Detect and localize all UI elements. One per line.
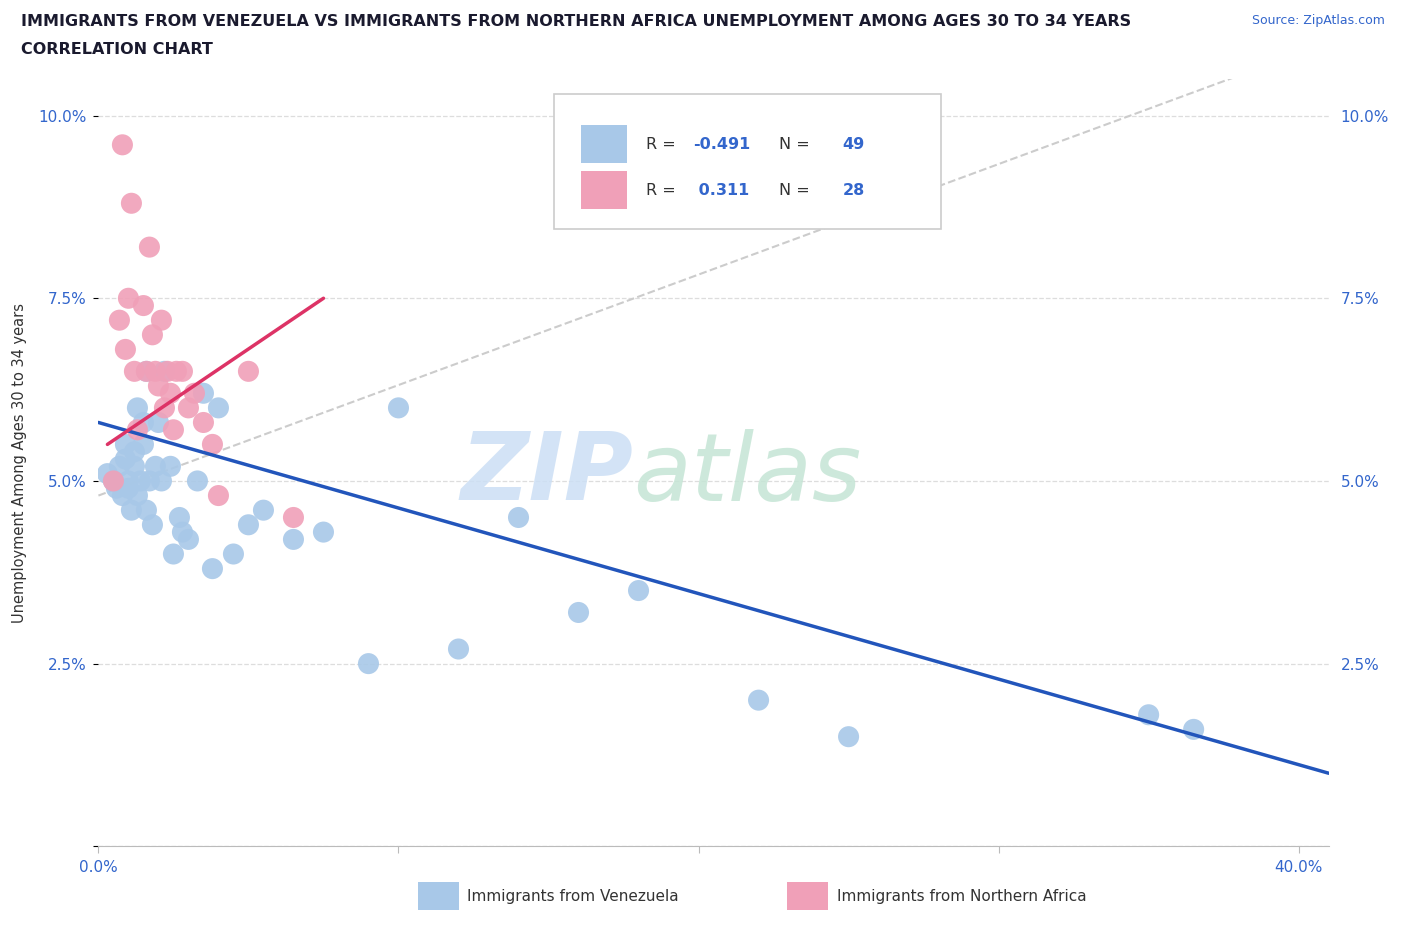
Text: Source: ZipAtlas.com: Source: ZipAtlas.com xyxy=(1251,14,1385,27)
Point xyxy=(138,473,160,488)
Point xyxy=(312,525,335,539)
Point xyxy=(124,445,146,459)
Point xyxy=(838,729,860,744)
Point xyxy=(148,379,170,393)
Text: 49: 49 xyxy=(842,137,865,152)
Point xyxy=(108,458,131,473)
Point xyxy=(1137,708,1160,723)
Point xyxy=(117,291,139,306)
Text: N =: N = xyxy=(779,183,810,198)
Point xyxy=(159,458,181,473)
Y-axis label: Unemployment Among Ages 30 to 34 years: Unemployment Among Ages 30 to 34 years xyxy=(13,302,27,623)
Point xyxy=(124,364,146,379)
Text: R =: R = xyxy=(645,137,676,152)
Text: R =: R = xyxy=(645,183,676,198)
Point xyxy=(141,327,163,342)
Point xyxy=(283,532,305,547)
Text: IMMIGRANTS FROM VENEZUELA VS IMMIGRANTS FROM NORTHERN AFRICA UNEMPLOYMENT AMONG : IMMIGRANTS FROM VENEZUELA VS IMMIGRANTS … xyxy=(21,14,1132,29)
Point xyxy=(177,401,200,416)
Point xyxy=(447,642,470,657)
Point xyxy=(748,693,770,708)
Point xyxy=(141,517,163,532)
Point xyxy=(145,364,167,379)
Point xyxy=(148,415,170,430)
Point xyxy=(105,481,128,496)
Point xyxy=(283,510,305,525)
Point xyxy=(169,510,191,525)
Point xyxy=(252,503,274,518)
Point xyxy=(193,386,215,401)
Text: CORRELATION CHART: CORRELATION CHART xyxy=(21,42,212,57)
Text: ZIP: ZIP xyxy=(461,428,634,520)
Point xyxy=(207,401,229,416)
Text: N =: N = xyxy=(779,137,810,152)
Point xyxy=(114,437,136,452)
Point xyxy=(135,503,157,518)
Text: Immigrants from Northern Africa: Immigrants from Northern Africa xyxy=(837,889,1087,904)
FancyBboxPatch shape xyxy=(419,883,458,910)
Text: Immigrants from Venezuela: Immigrants from Venezuela xyxy=(467,889,679,904)
Point xyxy=(201,561,224,576)
Point xyxy=(117,481,139,496)
Point xyxy=(201,437,224,452)
Point xyxy=(172,525,194,539)
Point xyxy=(129,473,152,488)
Point xyxy=(357,657,380,671)
Point xyxy=(111,138,134,153)
FancyBboxPatch shape xyxy=(554,95,941,229)
Point xyxy=(120,196,142,211)
Point xyxy=(96,466,118,481)
FancyBboxPatch shape xyxy=(581,126,627,164)
Point xyxy=(114,342,136,357)
Point xyxy=(156,364,179,379)
Point xyxy=(135,364,157,379)
Point xyxy=(177,532,200,547)
Point xyxy=(222,547,245,562)
Point xyxy=(172,364,194,379)
Point xyxy=(162,547,184,562)
Point xyxy=(127,401,149,416)
Point xyxy=(124,458,146,473)
Point xyxy=(183,386,205,401)
Point xyxy=(108,312,131,327)
Point xyxy=(145,458,167,473)
Point xyxy=(153,364,176,379)
Point xyxy=(114,452,136,467)
Point xyxy=(103,473,125,488)
Point xyxy=(132,415,155,430)
FancyBboxPatch shape xyxy=(787,883,828,910)
Point xyxy=(132,299,155,313)
Text: -0.491: -0.491 xyxy=(693,137,749,152)
Point xyxy=(387,401,409,416)
Point xyxy=(127,422,149,437)
Text: atlas: atlas xyxy=(634,429,862,520)
Point xyxy=(127,488,149,503)
Point xyxy=(186,473,208,488)
Point xyxy=(238,364,260,379)
Point xyxy=(207,488,229,503)
Point xyxy=(165,364,187,379)
Point xyxy=(162,422,184,437)
Point xyxy=(567,605,589,620)
Point xyxy=(159,386,181,401)
Text: 28: 28 xyxy=(842,183,865,198)
Point xyxy=(120,503,142,518)
Point xyxy=(238,517,260,532)
Point xyxy=(103,473,125,488)
Point xyxy=(150,312,173,327)
Point xyxy=(627,583,650,598)
Point xyxy=(150,473,173,488)
Point xyxy=(135,364,157,379)
Point xyxy=(508,510,530,525)
Point xyxy=(117,473,139,488)
Point xyxy=(1182,722,1205,737)
FancyBboxPatch shape xyxy=(581,171,627,209)
Point xyxy=(138,240,160,255)
Point xyxy=(111,488,134,503)
Point xyxy=(132,437,155,452)
Point xyxy=(193,415,215,430)
Text: 0.311: 0.311 xyxy=(693,183,749,198)
Point xyxy=(153,401,176,416)
